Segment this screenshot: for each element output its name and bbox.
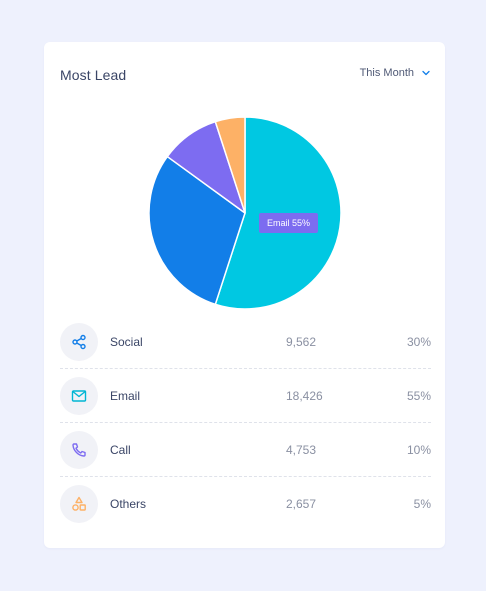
- pie-slice-email[interactable]: [214, 116, 342, 310]
- share-icon: [60, 323, 98, 361]
- chart-tooltip: Email 55%: [259, 213, 319, 233]
- shapes-icon: [60, 485, 98, 523]
- list-item-others[interactable]: Others 2,657 5%: [60, 477, 431, 530]
- pie-slice-social[interactable]: [148, 155, 246, 306]
- list-item-label: Social: [110, 335, 143, 349]
- list-item-percent: 5%: [413, 497, 431, 511]
- list-item-value: 2,657: [286, 497, 317, 511]
- pie-chart: [148, 116, 342, 310]
- pie-slice-others[interactable]: [214, 116, 246, 214]
- list-item-value: 18,426: [286, 389, 323, 403]
- list-item-call[interactable]: Call 4,753 10%: [60, 423, 431, 477]
- list-item-percent: 30%: [406, 335, 431, 349]
- list-item-value: 9,562: [286, 335, 317, 349]
- most-lead-card: Most Lead This Month Email 55% Social 9,…: [44, 42, 445, 548]
- list-item-label: Call: [110, 443, 131, 457]
- lead-source-list: Social 9,562 30% Email 18,426 55% Call: [60, 315, 431, 530]
- period-label: This Month: [359, 67, 414, 79]
- list-item-percent: 10%: [406, 443, 431, 457]
- phone-icon: [60, 431, 98, 469]
- list-item-label: Email: [110, 389, 141, 403]
- list-item-percent: 55%: [406, 389, 431, 403]
- list-item-email[interactable]: Email 18,426 55%: [60, 369, 431, 423]
- list-item-social[interactable]: Social 9,562 30%: [60, 315, 431, 369]
- chevron-down-icon: [422, 70, 430, 76]
- list-item-value: 4,753: [286, 443, 317, 457]
- mail-icon: [60, 377, 98, 415]
- list-item-label: Others: [110, 497, 147, 511]
- period-dropdown[interactable]: This Month: [360, 67, 430, 79]
- card-title: Most Lead: [60, 67, 127, 83]
